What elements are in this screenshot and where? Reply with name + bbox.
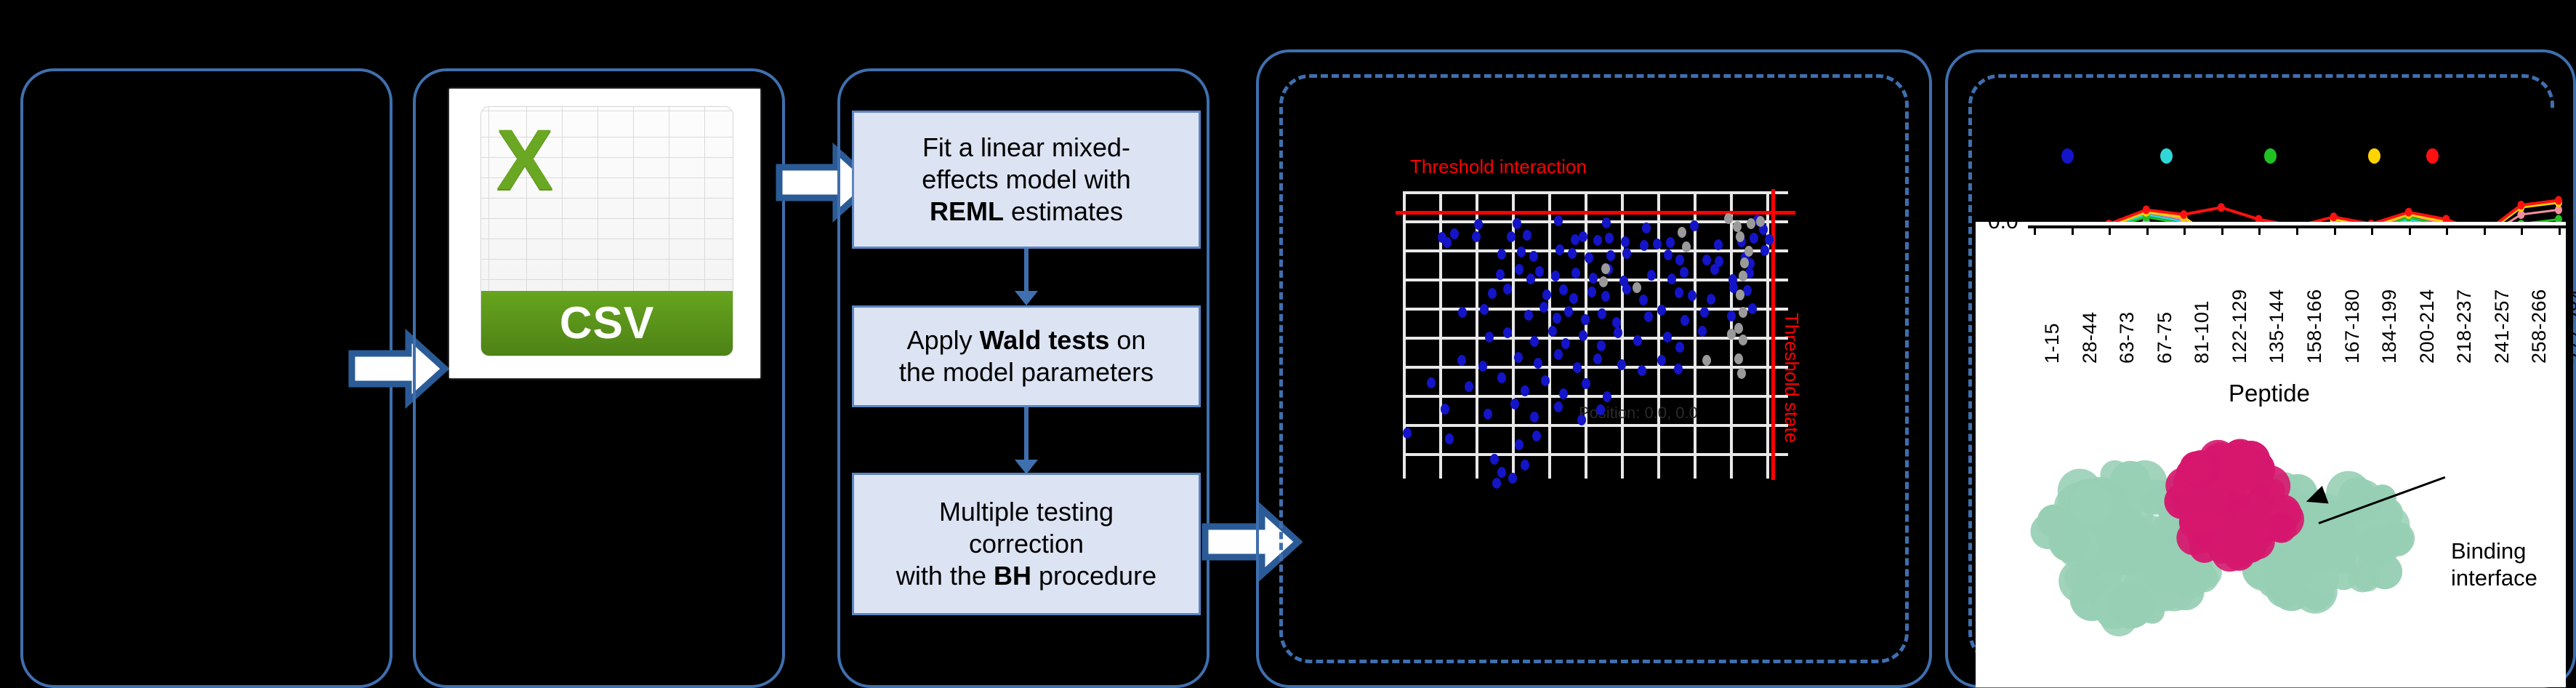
peptide-tick-label: 67-75: [2153, 311, 2175, 364]
binding-interface-line1: Binding: [2451, 538, 2527, 564]
peptide-tick: [2034, 227, 2036, 235]
legend-dot-red: [2426, 148, 2439, 164]
volcano-panel: [1256, 49, 1932, 688]
legend-dot-blue: [2061, 148, 2074, 164]
peptide-tick: [2296, 227, 2298, 235]
peptide-point: [2330, 212, 2338, 222]
multiple-testing-text: Multiple testing correction with the BH pr…: [895, 497, 1157, 591]
peptide-point: [2180, 210, 2188, 219]
peptide-tick: [2221, 227, 2223, 235]
wald-test-box[interactable]: Apply Wald tests on the model parameters: [852, 305, 1201, 407]
peptide-tick: [2109, 227, 2112, 235]
spreadsheet-grid-icon: [480, 106, 733, 296]
threshold-interaction-line: [1396, 211, 1795, 215]
peptide-point: [2517, 210, 2525, 219]
peptide-tick-label: 28-44: [2078, 311, 2101, 364]
peptide-tick: [2446, 227, 2449, 235]
peptide-point: [2517, 201, 2525, 209]
peptide-tick: [2408, 227, 2411, 235]
peptide-tick: [2146, 227, 2149, 235]
connector-2-arrowhead: [1015, 460, 1038, 474]
legend-dot-yellow: [2368, 148, 2380, 164]
protein-surface-blob: [2367, 527, 2395, 555]
csv-format-label: CSV: [559, 298, 655, 349]
connector-2: [1024, 407, 1029, 463]
peptide-point: [2442, 215, 2450, 224]
csv-panel: [413, 68, 785, 688]
peptide-tick-label: 184-199: [2378, 289, 2401, 364]
threshold-interaction-label: Threshold interaction: [1410, 156, 1587, 177]
peptide-tick-label: 158-166: [2303, 289, 2325, 364]
peptide-tick-label: 1-15: [2041, 322, 2063, 364]
volcano-plot: Threshold interaction Threshold state Po…: [1308, 145, 1883, 582]
peptide-axis-title: Peptide: [2229, 380, 2310, 407]
protein-surface-blob: [2105, 532, 2149, 576]
peptide-tick: [2559, 227, 2561, 235]
peptide-tick: [2483, 227, 2486, 235]
peptide-tick-label: 200-214: [2415, 289, 2438, 364]
peptide-tick-label: 135-144: [2266, 289, 2288, 364]
peptide-tick-label: 258-266: [2528, 289, 2551, 364]
peptide-surface-blob: [2192, 524, 2215, 547]
fit-model-text: Fit a linear mixed-effects model with REM…: [922, 132, 1131, 226]
peptide-tick-label: 277-284: [2566, 289, 2576, 364]
protein-surface-blob: [2282, 542, 2317, 577]
wald-test-text: Apply Wald tests on the model parameters: [898, 325, 1154, 387]
peptide-tick: [2371, 227, 2374, 235]
peptide-tick: [2071, 227, 2074, 235]
connector-1-arrowhead: [1015, 291, 1038, 305]
peptide-tick: [2333, 227, 2336, 235]
protein-surface-blob: [2030, 513, 2066, 550]
protein-surface-blob: [2099, 598, 2138, 637]
peptide-tick-label: 167-180: [2340, 289, 2363, 364]
peptide-point: [2142, 205, 2150, 215]
peptide-point: [2217, 203, 2225, 212]
peptide-surface-blob: [2218, 452, 2259, 494]
peptide-surface-blob: [2179, 451, 2212, 484]
peptide-point: [2555, 205, 2562, 215]
peptide-tick: [2521, 227, 2524, 235]
peptide-point: [2555, 196, 2562, 205]
volcano-panel-inner: [1279, 74, 1909, 663]
peptide-point: [2255, 215, 2263, 224]
connector-1: [1024, 249, 1029, 294]
threshold-state-line: [1771, 189, 1775, 480]
csv-tile: X CSV: [480, 105, 734, 357]
binding-interface-line2: interface: [2451, 564, 2537, 591]
protein-surface-blob: [2141, 546, 2188, 593]
arrow-input-to-csv: [347, 329, 449, 409]
peptide-point: [2555, 215, 2562, 224]
binding-interface-annotation: Binding interface: [2451, 538, 2537, 591]
peptide-tick-label: 63-73: [2116, 311, 2138, 364]
peptide-tick-label: 218-237: [2453, 289, 2476, 364]
excel-x-icon: X: [496, 111, 554, 208]
input-panel: [20, 68, 393, 688]
model-panel: [837, 68, 1209, 688]
peptide-surface-blob: [2250, 515, 2273, 538]
peptide-tick-label: 122-129: [2228, 289, 2250, 364]
peptide-tick: [2183, 227, 2186, 235]
peptide-point: [2404, 207, 2412, 217]
peptide-tick-label: 81-101: [2191, 300, 2213, 364]
legend-dot-green: [2264, 148, 2277, 164]
csv-file-icon: X CSV: [449, 89, 760, 378]
protein-structure-render: [2021, 429, 2471, 647]
multiple-testing-box[interactable]: Multiple testing correction with the BH pr…: [852, 473, 1201, 615]
protein-surface-blob: [2311, 507, 2355, 551]
peptide-y-tick-0: 0.0: [1988, 209, 2018, 233]
peptide-tick: [2258, 227, 2261, 235]
peptide-tick-label: 241-257: [2490, 289, 2513, 364]
protein-surface-blob: [2069, 483, 2112, 525]
protein-surface-blob: [2136, 514, 2165, 543]
protein-surface-blob: [2357, 550, 2384, 577]
legend-dot-cyan: [2160, 148, 2173, 164]
fit-model-box[interactable]: Fit a linear mixed-effects model with REM…: [852, 111, 1201, 249]
csv-format-band: CSV: [480, 291, 733, 356]
